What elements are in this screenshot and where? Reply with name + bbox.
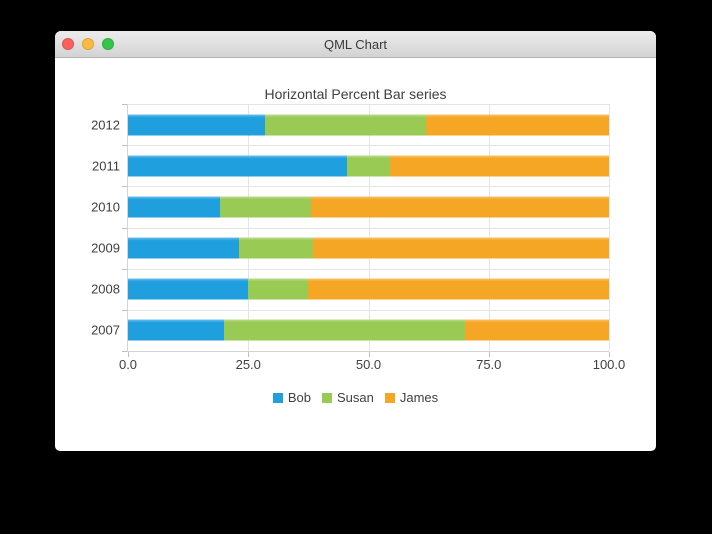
bar xyxy=(128,196,609,218)
x-axis-label: 25.0 xyxy=(235,357,261,372)
legend-item-james: James xyxy=(384,390,439,405)
chart: Horizontal Percent Bar series 0.0 25.0 50.… xyxy=(55,58,656,451)
grid-line-v xyxy=(248,104,250,351)
chart-title: Horizontal Percent Bar series xyxy=(264,86,447,102)
bar-segment-james xyxy=(308,278,609,300)
legend-marker xyxy=(384,392,395,403)
y-axis-tick xyxy=(122,351,127,352)
traffic-lights xyxy=(62,38,114,50)
bar-segment-susan xyxy=(219,196,312,218)
y-axis-tick xyxy=(122,145,127,147)
bar-row xyxy=(128,186,609,227)
zoom-button[interactable] xyxy=(102,38,114,50)
x-axis-tick xyxy=(128,352,129,357)
legend-item-susan: Susan xyxy=(321,390,374,405)
y-axis-tick xyxy=(122,268,127,270)
bar-segment-bob xyxy=(128,278,249,300)
bar-segment-bob xyxy=(128,155,347,177)
bar-segment-bob xyxy=(128,196,220,218)
bar-segment-james xyxy=(390,155,609,177)
bar-segment-james xyxy=(425,114,609,136)
x-axis-label: 50.0 xyxy=(355,357,382,372)
bar xyxy=(128,114,609,136)
bar-segment-james xyxy=(311,196,609,218)
bar-row xyxy=(128,145,609,186)
y-axis-tick xyxy=(122,104,127,105)
grid-line-v xyxy=(368,104,370,351)
bar-segment-james xyxy=(464,319,609,341)
x-axis-tick xyxy=(248,352,250,357)
y-axis-label: 2009 xyxy=(91,240,120,256)
legend: Bob Susan James xyxy=(55,390,656,405)
y-axis-label: 2008 xyxy=(91,281,120,297)
y-axis-label: 2007 xyxy=(91,322,120,338)
bar-segment-susan xyxy=(265,114,426,136)
x-axis-tick xyxy=(368,352,370,357)
legend-marker xyxy=(321,392,332,403)
legend-marker xyxy=(272,392,283,403)
bar-segment-bob xyxy=(128,237,239,259)
grid-line-v xyxy=(609,104,610,351)
bar-row xyxy=(128,228,609,269)
legend-label: Bob xyxy=(287,390,311,405)
y-axis-label: 2011 xyxy=(92,158,120,174)
x-axis-label: 0.0 xyxy=(118,357,138,372)
bar-segment-bob xyxy=(128,114,266,136)
bar-segment-susan xyxy=(224,319,465,341)
bar-segment-susan xyxy=(346,155,391,177)
grid-line-v xyxy=(488,104,490,351)
bar-segment-james xyxy=(313,237,609,259)
legend-label: James xyxy=(399,390,439,405)
bar xyxy=(128,155,609,177)
bar-row xyxy=(128,310,609,351)
x-axis-tick xyxy=(609,352,610,357)
legend-label: Susan xyxy=(336,390,374,405)
y-axis-label: 2010 xyxy=(91,199,120,215)
bar xyxy=(128,319,609,341)
app-window: QML Chart Horizontal Percent Bar series … xyxy=(55,31,656,451)
close-button[interactable] xyxy=(62,38,74,50)
legend-item-bob: Bob xyxy=(272,390,311,405)
title-bar[interactable]: QML Chart xyxy=(55,31,656,58)
bar-segment-bob xyxy=(128,319,225,341)
y-axis-label: 2012 xyxy=(91,117,120,133)
bar-row xyxy=(128,269,609,310)
bar xyxy=(128,278,609,300)
bar xyxy=(128,237,609,259)
x-axis-tick xyxy=(488,352,490,357)
window-title: QML Chart xyxy=(323,36,388,52)
x-axis-label: 75.0 xyxy=(476,357,502,372)
bar-segment-susan xyxy=(239,237,313,259)
bar-segment-susan xyxy=(248,278,309,300)
minimize-button[interactable] xyxy=(82,38,94,50)
bar-row xyxy=(128,104,609,145)
y-axis-tick xyxy=(122,186,127,188)
plot-area: 0.0 25.0 50.0 75.0 100.0 2012 2011 2010 2009 2008… xyxy=(91,104,625,372)
y-axis-tick xyxy=(122,309,127,311)
x-axis-label: 100.0 xyxy=(592,357,626,372)
y-axis-tick xyxy=(122,227,127,229)
